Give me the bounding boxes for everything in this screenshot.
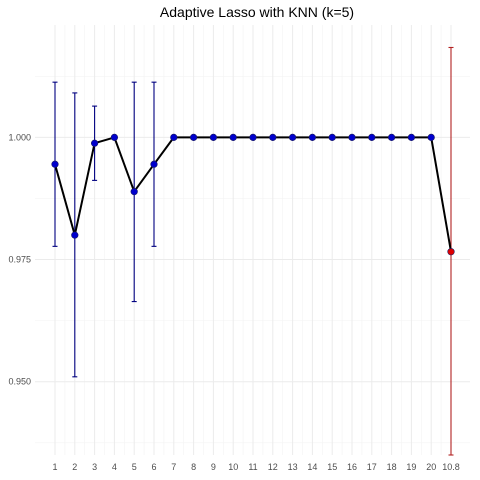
x-tick-label: 9 — [211, 462, 216, 472]
y-tick-label: 1.000 — [8, 132, 31, 142]
data-point — [51, 160, 59, 168]
data-points — [51, 133, 455, 256]
y-tick-label: 0.950 — [8, 377, 31, 387]
data-point — [427, 133, 435, 141]
x-tick-label: 17 — [367, 462, 377, 472]
y-axis-ticks: 0.950 0.975 1.000 — [8, 132, 31, 386]
x-tick-label: 20 — [426, 462, 436, 472]
data-point — [328, 133, 336, 141]
x-tick-label: 6 — [151, 462, 156, 472]
x-axis-ticks: 1 2 3 4 5 6 7 8 9 10 11 12 13 14 15 16 17 18 19 20 10.8 — [52, 462, 459, 472]
data-point — [407, 133, 416, 141]
x-tick-label: 10 — [228, 462, 238, 472]
x-tick-label: 12 — [268, 462, 278, 472]
x-tick-label: 18 — [387, 462, 397, 472]
x-tick-label: 15 — [327, 462, 337, 472]
data-point — [71, 231, 79, 239]
x-tick-label: 2 — [72, 462, 77, 472]
data-point-highlight — [447, 248, 455, 256]
data-point — [110, 133, 118, 141]
data-point — [150, 160, 158, 168]
data-point — [130, 188, 138, 196]
chart-title: Adaptive Lasso with KNN (k=5) — [160, 4, 354, 20]
x-tick-label: 3 — [92, 462, 97, 472]
x-tick-label: 1 — [52, 462, 57, 472]
grid — [35, 25, 470, 455]
data-point — [368, 133, 376, 141]
x-tick-label: 4 — [112, 462, 117, 472]
data-point — [190, 133, 198, 141]
x-tick-label: 11 — [248, 462, 257, 472]
x-tick-label: 5 — [132, 462, 137, 472]
data-point — [289, 133, 297, 141]
x-tick-label: 13 — [288, 462, 298, 472]
data-point — [249, 133, 257, 141]
x-tick-label: 19 — [406, 462, 416, 472]
x-tick-label: 8 — [191, 462, 196, 472]
data-point — [170, 133, 178, 141]
data-point — [90, 139, 99, 147]
x-tick-label: 7 — [171, 462, 176, 472]
x-tick-label: 10.8 — [442, 462, 460, 472]
data-point — [209, 133, 217, 141]
x-tick-label: 14 — [307, 462, 317, 472]
x-tick-label: 16 — [347, 462, 357, 472]
y-tick-label: 0.975 — [8, 255, 31, 265]
data-point — [348, 133, 356, 141]
data-point — [308, 133, 317, 141]
data-point — [388, 133, 396, 141]
data-point — [269, 133, 277, 141]
data-point — [229, 133, 237, 141]
